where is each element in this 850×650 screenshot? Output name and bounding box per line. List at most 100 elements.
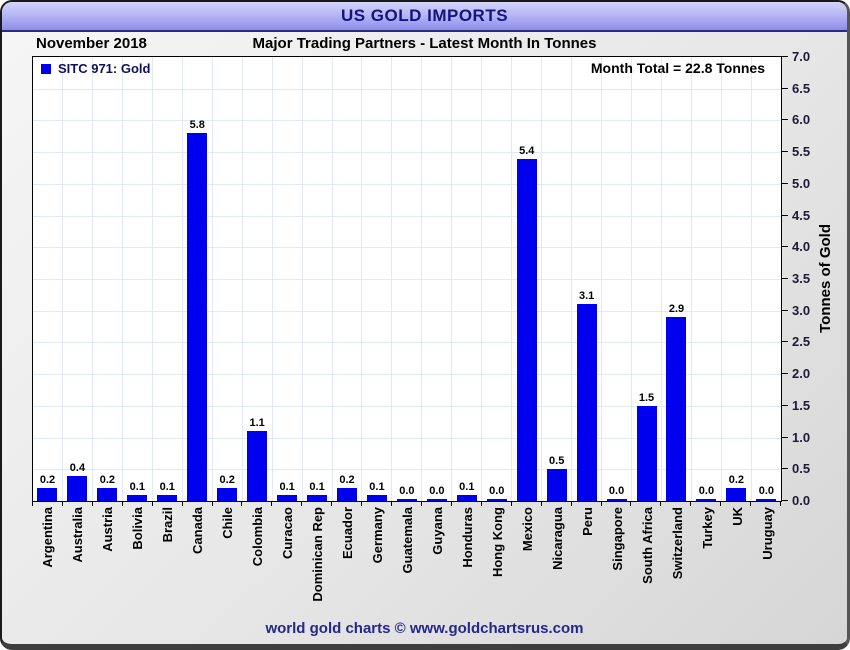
- gridline-horizontal: [33, 405, 781, 407]
- subtitle-row: November 2018 Major Trading Partners - L…: [2, 33, 847, 55]
- bar-column: 0.4: [63, 57, 93, 501]
- bar-value-label: 0.0: [399, 484, 415, 497]
- x-axis-tick: [271, 501, 273, 506]
- bar-value-label: 0.2: [219, 474, 235, 487]
- bar-value-label: 1.1: [249, 417, 265, 430]
- x-axis-tick: [600, 501, 602, 506]
- x-axis-label: Curacao: [279, 507, 295, 560]
- bar-column: 0.1: [303, 57, 333, 501]
- y-axis-tick: [782, 87, 788, 89]
- x-axis-label-cell: Australia: [62, 507, 92, 621]
- y-axis-tick: [782, 404, 788, 406]
- x-axis-tick: [61, 501, 63, 506]
- y-axis-tick-label: 1.5: [792, 397, 811, 413]
- x-axis-labels: Argentina Australia Austria Bolivia Brazil Ca…: [32, 507, 782, 621]
- bar-value-label: 0.0: [758, 484, 774, 497]
- y-axis-tick: [782, 56, 788, 57]
- y-axis-tick: [782, 500, 788, 501]
- x-axis-tick: [121, 501, 123, 506]
- date-label: November 2018: [36, 35, 147, 52]
- y-axis-tick: [782, 278, 788, 279]
- bar-value-label: 0.1: [309, 480, 325, 493]
- bar-value-label: 0.0: [429, 484, 445, 497]
- bar: [666, 317, 687, 501]
- bar-value-label: 0.1: [279, 480, 295, 493]
- x-axis-label-cell: Mexico: [512, 507, 542, 621]
- bar-value-label: 0.1: [129, 480, 145, 493]
- bar-column: 0.5: [542, 57, 573, 501]
- bar-value-label: 2.9: [668, 303, 685, 316]
- x-axis-label-cell: Nicaragua: [542, 507, 572, 621]
- x-axis-label: Hong Kong: [489, 507, 505, 578]
- bar-value-label: 0.2: [728, 474, 745, 487]
- gridline-horizontal: [33, 310, 781, 312]
- x-axis-tick: [331, 501, 333, 506]
- chart-title: US GOLD IMPORTS: [340, 6, 509, 25]
- x-axis-label-cell: UK: [722, 507, 752, 621]
- x-axis-label-cell: Chile: [212, 507, 242, 621]
- gridline-horizontal: [33, 247, 781, 249]
- bar-value-label: 0.0: [489, 484, 505, 497]
- bar-column: 0.0: [422, 57, 453, 501]
- bar: [337, 488, 357, 501]
- bar: [217, 488, 238, 501]
- x-axis-label: Chile: [219, 507, 235, 539]
- bar-column: 0.2: [722, 57, 752, 501]
- bar-column: 0.2: [213, 57, 243, 501]
- bar-value-label: 5.4: [519, 144, 535, 157]
- bar-value-label: 0.0: [698, 484, 715, 497]
- bar-column: 0.0: [602, 57, 633, 501]
- x-axis-label: Nicaragua: [549, 507, 565, 570]
- bar: [546, 469, 567, 501]
- x-axis-tick: [301, 501, 303, 506]
- legend-marker-icon: [41, 63, 51, 74]
- bar: [67, 475, 88, 501]
- y-axis-tick: [782, 151, 788, 153]
- bar-value-label: 0.5: [549, 455, 565, 468]
- x-axis-label-cell: Canada: [182, 507, 212, 621]
- x-axis-label-cell: Brazil: [152, 507, 182, 621]
- x-axis-tick: [480, 501, 482, 506]
- x-axis-tick: [181, 501, 183, 506]
- y-axis-tick-label: 7.0: [792, 49, 811, 64]
- bar-column: 0.1: [123, 57, 153, 501]
- x-axis-tick: [720, 501, 722, 506]
- y-axis-tick-label: 2.5: [792, 334, 811, 350]
- bar-column: 0.0: [482, 57, 513, 501]
- x-axis-tick: [391, 501, 392, 506]
- gridline-horizontal: [33, 152, 781, 154]
- x-axis-label-cell: Curacao: [272, 507, 302, 621]
- bar-value-label: 0.4: [69, 461, 86, 474]
- gridline-horizontal: [33, 88, 781, 90]
- bar-column: 0.1: [273, 57, 303, 501]
- month-total-annotation: Month Total = 22.8 Tonnes: [590, 60, 765, 76]
- x-axis-tick: [32, 501, 33, 506]
- y-axis-tick-label: 4.0: [792, 239, 811, 255]
- bar: [486, 498, 507, 501]
- y-axis-title-wrap: Tonnes of Gold: [812, 56, 838, 500]
- y-axis-tick: [782, 309, 788, 311]
- x-axis-label: Ecuador: [339, 507, 355, 560]
- x-axis-tick: [450, 501, 452, 506]
- x-axis-label: Singapore: [609, 507, 625, 571]
- y-axis-tick-label: 3.5: [792, 271, 811, 286]
- bar: [636, 405, 657, 501]
- x-axis-label: Bolivia: [129, 507, 145, 550]
- x-axis-label-cell: Austria: [92, 507, 122, 621]
- bar: [307, 494, 328, 501]
- x-axis-tick: [211, 501, 213, 506]
- bar-value-label: 5.8: [189, 119, 205, 132]
- bar-column: 3.1: [572, 57, 603, 501]
- y-axis-tick-label: 5.0: [792, 175, 811, 191]
- bar-column: 0.0: [752, 57, 781, 501]
- bar-column: 5.4: [512, 57, 543, 501]
- x-axis-label-cell: Switzerland: [662, 507, 692, 621]
- gridline-horizontal: [33, 437, 781, 439]
- x-axis-label: UK: [729, 507, 745, 526]
- x-axis-tick: [241, 501, 243, 506]
- x-axis-label: Peru: [579, 507, 595, 536]
- bar-column: 1.1: [243, 57, 273, 501]
- gridline-horizontal: [33, 120, 781, 122]
- legend-label: SITC 971: Gold: [58, 61, 151, 76]
